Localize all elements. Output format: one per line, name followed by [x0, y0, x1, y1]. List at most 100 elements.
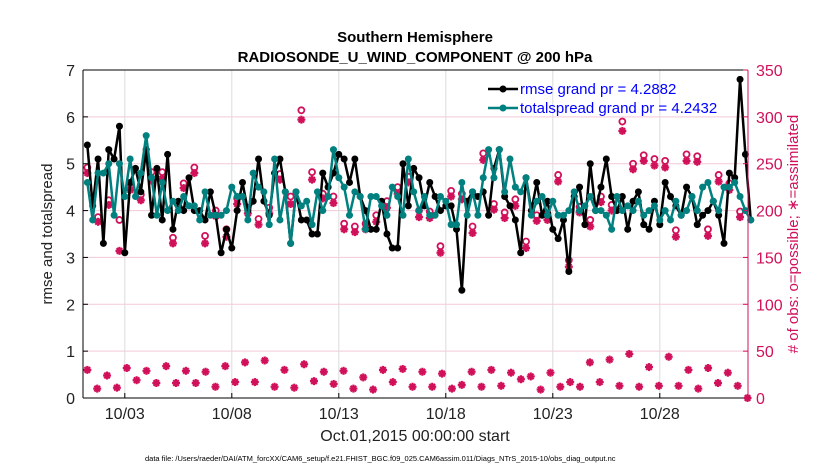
rmse-point	[436, 207, 444, 215]
count-low-marker	[201, 367, 210, 376]
spread-point	[308, 221, 316, 229]
spread-point	[677, 211, 685, 219]
rmse-point	[549, 225, 557, 233]
x-tick-label: 10/03	[105, 406, 145, 423]
spread-point	[351, 188, 359, 196]
count-low-marker	[438, 369, 447, 378]
x-tick-label: 10/08	[212, 406, 252, 423]
rmse-point	[233, 207, 241, 215]
assimilated-obs-marker	[554, 177, 563, 186]
spread-point	[319, 207, 327, 215]
count-low-marker	[507, 368, 516, 377]
rmse-point	[239, 178, 246, 186]
spread-point	[522, 174, 530, 182]
possible-obs-marker	[479, 149, 488, 158]
rmse-point	[148, 211, 156, 219]
rmse-point	[367, 225, 375, 233]
assimilated-obs-marker	[308, 175, 317, 184]
assimilated-obs-marker	[94, 217, 103, 226]
count-low-marker	[566, 378, 575, 387]
assimilated-obs-marker	[190, 169, 199, 178]
assimilated-obs-marker	[500, 214, 509, 223]
rmse-point	[533, 178, 541, 186]
rmse-point	[581, 221, 589, 229]
rmse-point	[340, 155, 348, 163]
assimilated-obs-marker	[468, 229, 477, 238]
spread-point	[404, 155, 412, 163]
assimilated-obs-marker	[596, 198, 605, 207]
count-low-marker	[635, 382, 644, 391]
count-low-marker	[546, 368, 555, 377]
count-low-marker	[674, 381, 683, 390]
spread-point	[222, 207, 230, 215]
assimilated-obs-marker	[447, 192, 456, 201]
rmse-point	[399, 160, 407, 168]
legend-spread-label: totalspread grand pr = 4.2432	[520, 100, 717, 117]
spread-point	[725, 183, 733, 191]
spread-point	[479, 174, 487, 182]
rmse-point	[554, 235, 562, 243]
assimilated-obs-marker	[329, 199, 338, 208]
rmse-point	[83, 141, 91, 149]
rmse-point	[121, 249, 129, 257]
count-low-marker	[654, 381, 663, 390]
spread-point	[485, 146, 493, 154]
rmse-point	[517, 249, 525, 257]
spread-point	[661, 207, 669, 215]
rmse-point	[645, 225, 653, 233]
rmse-point	[602, 155, 610, 163]
count-low-marker	[122, 364, 131, 373]
spread-point	[420, 193, 428, 201]
possible-obs-marker	[704, 225, 712, 234]
count-low-marker	[221, 362, 230, 371]
assimilated-obs-marker	[650, 161, 659, 170]
assimilated-obs-marker	[168, 239, 177, 248]
rmse-point	[105, 146, 113, 154]
count-low-marker	[595, 378, 604, 387]
rmse-point	[94, 155, 102, 163]
count-low-marker	[132, 376, 141, 385]
spread-point	[602, 211, 610, 219]
count-low-marker	[733, 381, 742, 390]
rmse-point	[276, 155, 284, 163]
spread-point	[303, 197, 311, 205]
spread-point	[239, 193, 246, 201]
spread-point	[629, 207, 637, 215]
assimilated-obs-marker	[682, 156, 691, 165]
rmse-point	[169, 225, 177, 233]
y2-tick-label: 300	[756, 110, 783, 127]
count-low-marker	[605, 355, 614, 364]
assimilated-obs-marker	[522, 244, 531, 253]
spread-point	[142, 132, 150, 140]
count-low-marker	[615, 381, 624, 390]
spread-point	[105, 160, 113, 168]
rmse-point	[153, 164, 161, 172]
rmse-point	[538, 211, 546, 219]
count-low-marker	[349, 384, 358, 393]
rmse-point	[704, 207, 712, 215]
spread-point	[276, 216, 284, 224]
count-low-marker	[93, 384, 102, 393]
spread-point	[372, 193, 380, 201]
spread-point	[329, 146, 337, 154]
rmse-point	[618, 193, 626, 201]
spread-point	[683, 207, 691, 215]
spread-point	[645, 207, 653, 215]
count-low-marker	[191, 379, 200, 388]
spread-point	[581, 202, 589, 210]
rmse-point	[426, 178, 434, 186]
count-low-marker	[398, 364, 407, 373]
spread-point	[399, 211, 407, 219]
rmse-point	[576, 183, 584, 191]
y2-tick-label: 350	[756, 63, 783, 80]
spread-point	[736, 193, 744, 201]
spread-point	[436, 193, 444, 201]
legend-rmse-label: rmse grand pr = 4.2882	[520, 81, 676, 98]
rmse-point	[629, 197, 637, 205]
chart-subtitle: RADIOSONDE_U_WIND_COMPONENT @ 200 hPa	[238, 49, 593, 66]
spread-point	[442, 197, 450, 205]
spread-point	[190, 202, 198, 210]
rmse-point	[313, 230, 321, 238]
count-low-marker	[723, 368, 732, 377]
assimilated-obs-marker	[136, 196, 145, 205]
